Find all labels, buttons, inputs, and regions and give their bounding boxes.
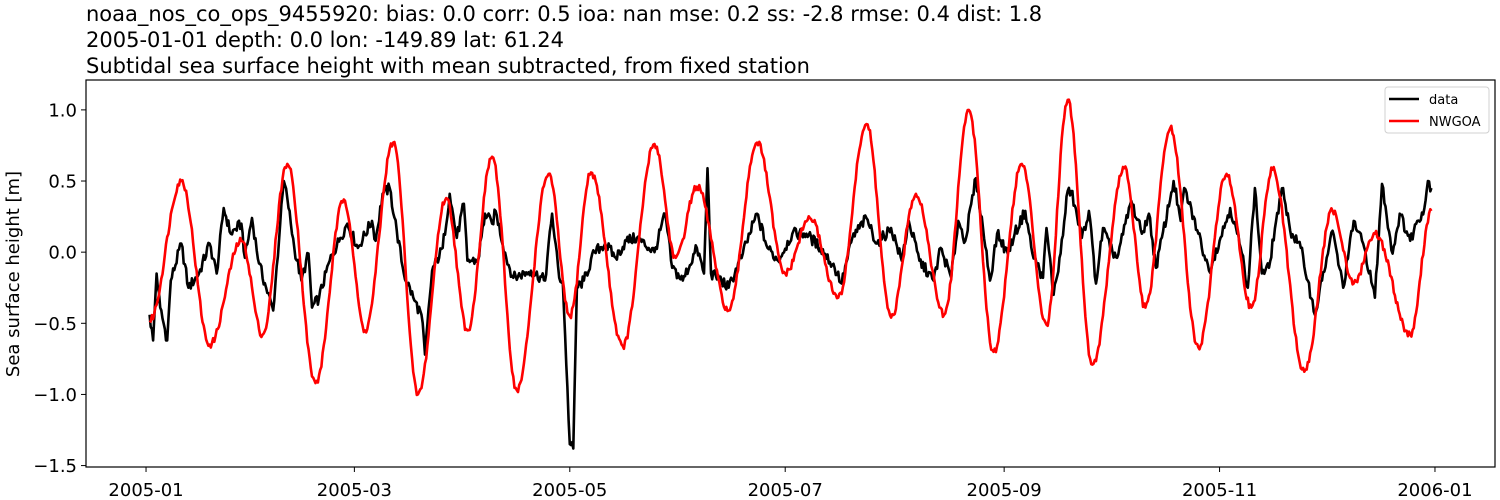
- x-tick-label: 2005-01: [108, 480, 183, 500]
- legend: data NWGOA: [1384, 86, 1490, 134]
- y-tick-label: −1.5: [33, 456, 77, 477]
- y-axis-label: Sea surface height [m]: [3, 171, 24, 377]
- x-tick-label: 2005-05: [532, 480, 607, 500]
- x-axis: 2005-01 2005-03 2005-05 2005-07 2005-09 2005-…: [108, 467, 1473, 500]
- x-tick-label: 2006-01: [1397, 480, 1472, 500]
- series-line-data: [148, 166, 1433, 450]
- axes-frame: [85, 79, 1496, 468]
- chart-title-line-1: noaa_nos_co_ops_9455920: bias: 0.0 corr:…: [86, 2, 1043, 26]
- y-tick-label: 0.0: [48, 243, 77, 264]
- legend-label-data: data: [1429, 93, 1458, 108]
- x-tick-label: 2005-09: [967, 480, 1042, 500]
- y-tick-label: −0.5: [33, 314, 77, 335]
- series-line-nwgoa: [148, 98, 1433, 397]
- legend-label-nwgoa: NWGOA: [1429, 115, 1481, 130]
- x-tick-label: 2005-11: [1182, 480, 1257, 500]
- chart-title-line-2: 2005-01-01 depth: 0.0 lon: -149.89 lat: …: [86, 28, 564, 52]
- y-tick-label: −1.0: [33, 385, 77, 406]
- y-axis: 1.0 0.5 0.0 −0.5 −1.0 −1.5: [33, 100, 86, 477]
- plot-lines: [148, 98, 1433, 450]
- y-tick-label: 0.5: [48, 172, 77, 193]
- x-tick-label: 2005-07: [748, 480, 823, 500]
- x-tick-label: 2005-03: [317, 480, 392, 500]
- chart-title-line-3: Subtidal sea surface height with mean su…: [86, 54, 810, 78]
- y-tick-label: 1.0: [48, 100, 77, 121]
